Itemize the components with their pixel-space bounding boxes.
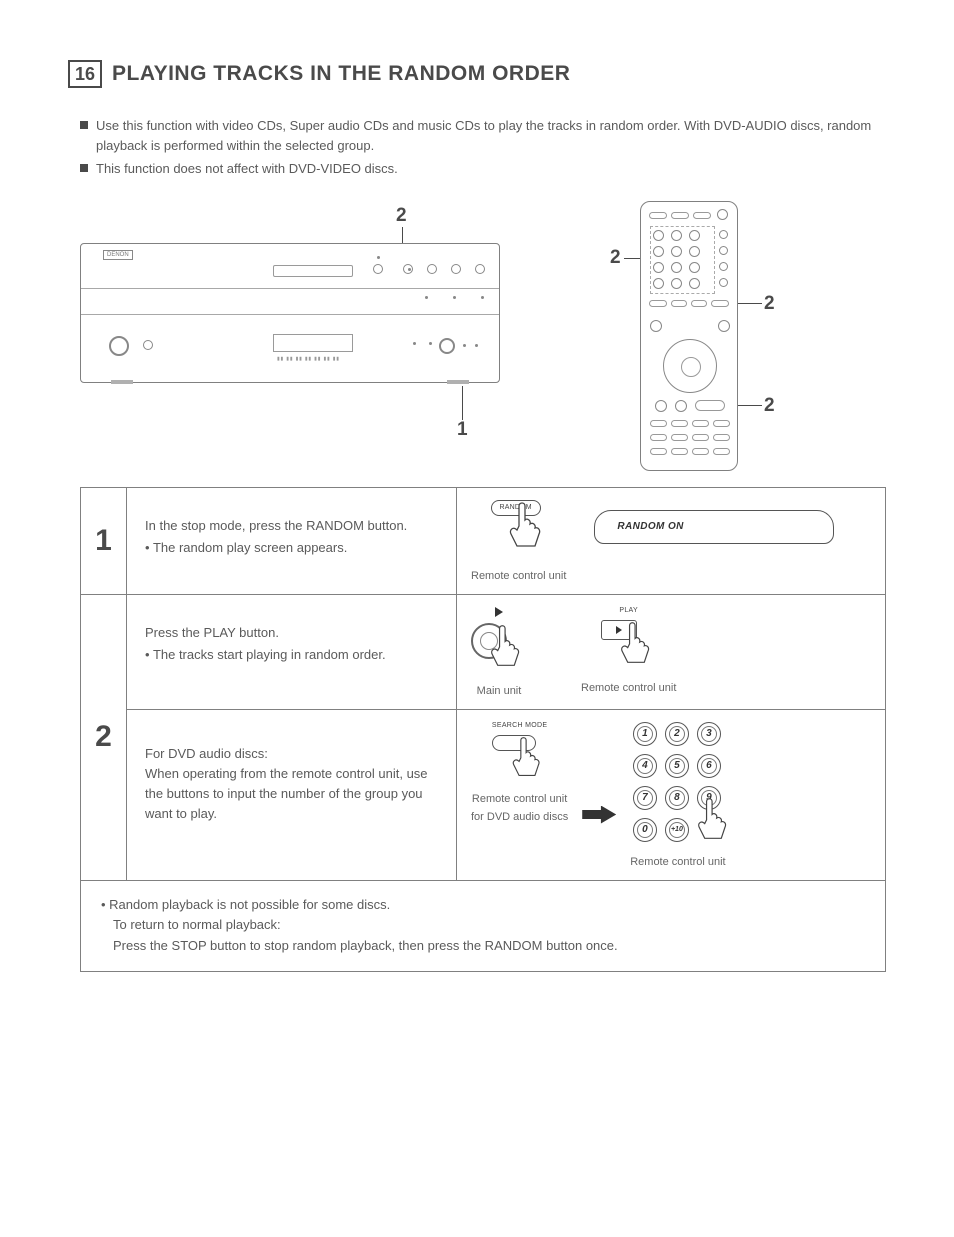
- remote-diagram: 2: [640, 201, 738, 471]
- step-number-cell: 1: [81, 488, 127, 594]
- logos-strip: ▮▮ ▮▮ ▮▮ ▮▮ ▮▮ ▮▮ ▮▮: [277, 356, 340, 362]
- hand-icon: [506, 735, 548, 779]
- steps-table: 1 In the stop mode, press the RANDOM but…: [80, 487, 886, 972]
- step-instruction: Press the PLAY button.: [145, 623, 438, 643]
- play-triangle-icon: [495, 607, 503, 617]
- step-illustration-cell: Main unit PLAY Remote control unit: [457, 595, 885, 709]
- button-press-figure: RANDOM Remote control unit: [471, 500, 566, 582]
- intro-text: This function does not affect with DVD-V…: [96, 159, 398, 179]
- lcd-display: RANDOM ON: [594, 510, 834, 544]
- square-bullet-icon: [80, 121, 88, 129]
- unit-display: [273, 334, 353, 352]
- step-text-cell: In the stop mode, press the RANDOM butto…: [127, 488, 457, 594]
- intro-item: Use this function with video CDs, Super …: [80, 116, 886, 155]
- hand-icon: [615, 620, 657, 666]
- footer-bullet: • Random playback is not possible for so…: [101, 895, 865, 916]
- callout-number: 1: [457, 419, 468, 441]
- section-number: 16: [75, 64, 95, 85]
- section-number-box: 16: [68, 60, 102, 88]
- figure-caption: Remote control unit: [630, 856, 725, 868]
- figure-caption: Remote control unit: [581, 682, 676, 694]
- step-bullet: The random play screen appears.: [145, 538, 438, 558]
- step-text-cell: For DVD audio discs: When operating from…: [127, 710, 457, 880]
- numpad-figure: 1 2 3 4 5 6 7 8 9 0 +10: [630, 722, 725, 868]
- footer-line: Press the STOP button to stop random pla…: [113, 936, 865, 957]
- play-button: [439, 338, 455, 354]
- step-row: Press the PLAY button. The tracks start …: [127, 595, 885, 709]
- callout-number: 2: [764, 293, 775, 315]
- button-press-figure: SEARCH MODE Remote control unit for DVD …: [471, 722, 568, 823]
- callout-number: 2: [396, 205, 407, 227]
- panel-button: [427, 264, 437, 274]
- diagrams-row: 2 DENON ▮▮ ▮▮ ▮▮ ▮▮ ▮▮ ▮▮ ▮▮: [68, 201, 886, 471]
- square-bullet-icon: [80, 164, 88, 172]
- front-unit-body: DENON ▮▮ ▮▮ ▮▮ ▮▮ ▮▮ ▮▮ ▮▮: [80, 243, 500, 383]
- brand-badge: DENON: [103, 250, 133, 260]
- step-text-cell: Press the PLAY button. The tracks start …: [127, 595, 457, 709]
- figure-caption: Remote control unit: [471, 570, 566, 582]
- intro-text: Use this function with video CDs, Super …: [96, 116, 886, 155]
- callout-line: [462, 386, 463, 420]
- footer-line: To return to normal playback:: [113, 915, 865, 936]
- section-title: PLAYING TRACKS IN THE RANDOM ORDER: [112, 62, 570, 86]
- button-press-figure: Main unit: [471, 607, 527, 697]
- step-number: 2: [95, 720, 112, 754]
- callout-number: 2: [764, 395, 775, 417]
- step-bullet: The tracks start playing in random order…: [145, 645, 438, 665]
- intro-block: Use this function with video CDs, Super …: [80, 116, 886, 179]
- lcd-text: RANDOM ON: [617, 521, 683, 532]
- figure-caption: for DVD audio discs: [471, 811, 568, 823]
- section-heading: 16 PLAYING TRACKS IN THE RANDOM ORDER: [68, 60, 886, 88]
- step-number: 1: [95, 524, 112, 558]
- panel-button: [475, 264, 485, 274]
- step-number-cell: 2: [81, 595, 127, 880]
- front-unit-diagram: 2 DENON ▮▮ ▮▮ ▮▮ ▮▮ ▮▮ ▮▮ ▮▮: [80, 201, 500, 471]
- figure-caption: Remote control unit: [472, 793, 567, 805]
- panel-button: [373, 264, 383, 274]
- panel-button: [143, 340, 153, 350]
- panel-button: [451, 264, 461, 274]
- callout-line: [738, 303, 762, 304]
- intro-item: This function does not affect with DVD-V…: [80, 159, 886, 179]
- arrow-right-icon: [582, 806, 616, 824]
- hand-icon: [505, 500, 547, 550]
- button-press-figure: PLAY Remote control unit: [581, 607, 676, 694]
- disc-tray: [273, 265, 353, 277]
- figure-caption: Main unit: [477, 685, 522, 697]
- play-tiny-label: PLAY: [619, 607, 638, 614]
- step-row: 1 In the stop mode, press the RANDOM but…: [81, 488, 885, 594]
- step-illustration-cell: SEARCH MODE Remote control unit for DVD …: [457, 710, 885, 880]
- callout-line: [738, 405, 762, 406]
- remote-dpad: [663, 339, 717, 393]
- hand-icon: [485, 623, 527, 669]
- callout-number: 2: [610, 247, 621, 269]
- power-knob: [109, 336, 129, 356]
- step-group: 2 Press the PLAY button. The tracks star…: [81, 594, 885, 880]
- search-mode-label: SEARCH MODE: [492, 722, 547, 729]
- hand-icon: [692, 796, 734, 842]
- step-illustration-cell: RANDOM Remote control unit RANDOM ON: [457, 488, 885, 594]
- step-instruction: In the stop mode, press the RANDOM butto…: [145, 516, 438, 536]
- remote-body: [640, 201, 738, 471]
- steps-footer-note: • Random playback is not possible for so…: [81, 880, 885, 971]
- step-instruction: For DVD audio discs:: [145, 744, 438, 764]
- step-instruction: When operating from the remote control u…: [145, 764, 438, 824]
- step-row: For DVD audio discs: When operating from…: [127, 709, 885, 880]
